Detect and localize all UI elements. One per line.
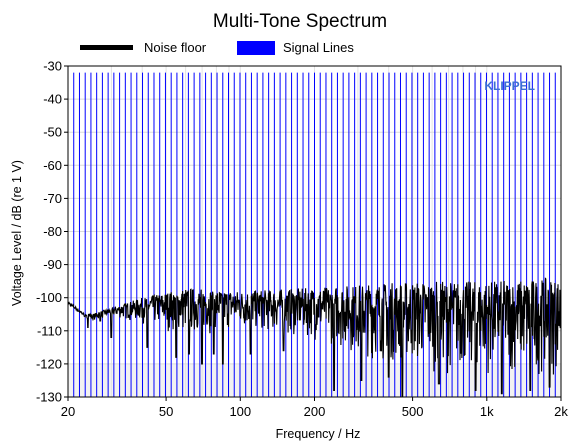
- y-tick-label: -130: [36, 390, 62, 405]
- x-tick-label: 20: [61, 404, 75, 419]
- y-tick-label: -80: [43, 224, 62, 239]
- y-tick-label: -100: [36, 290, 62, 305]
- y-tick-label: -60: [43, 158, 62, 173]
- legend-label-noise-floor: Noise floor: [144, 40, 207, 55]
- y-tick-label: -40: [43, 92, 62, 107]
- x-tick-label: 500: [402, 404, 424, 419]
- y-tick-label: -50: [43, 125, 62, 140]
- y-tick-label: -120: [36, 356, 62, 371]
- chart-title: Multi-Tone Spectrum: [213, 11, 387, 32]
- y-axis-label: Voltage Level / dB (re 1 V): [10, 160, 24, 306]
- noise-floor-line: [67, 277, 562, 398]
- klippel-watermark: KLIPPEL: [484, 79, 535, 93]
- x-tick-label: 200: [304, 404, 326, 419]
- x-axis-label: Frequency / Hz: [276, 427, 361, 441]
- x-tick-label: 100: [229, 404, 251, 419]
- legend-swatch-signal-lines: [237, 41, 275, 55]
- legend-swatch-noise-floor: [80, 45, 133, 50]
- y-tick-label: -30: [43, 59, 62, 74]
- y-tick-label: -110: [37, 323, 62, 338]
- y-tick-label: -70: [43, 191, 62, 206]
- x-tick-label: 1k: [480, 404, 494, 419]
- x-tick-label: 2k: [554, 404, 568, 419]
- legend-label-signal-lines: Signal Lines: [283, 40, 354, 55]
- x-tick-label: 50: [159, 404, 173, 419]
- y-tick-label: -90: [43, 257, 62, 272]
- legend: Noise floor Signal Lines: [80, 40, 354, 55]
